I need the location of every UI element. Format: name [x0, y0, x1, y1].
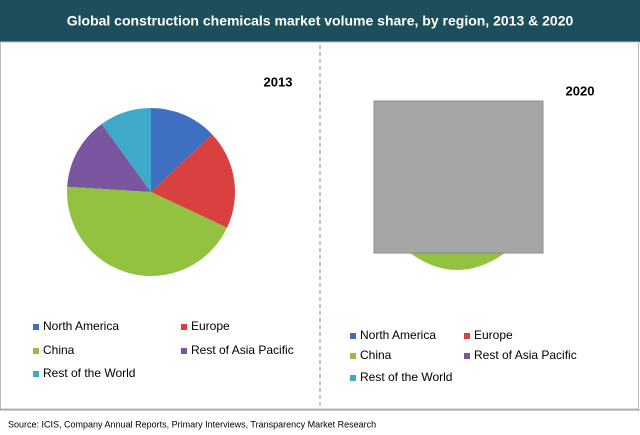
legend-label: Rest of the World — [43, 366, 135, 380]
source-note: Source: ICIS, Company Annual Reports, Pr… — [8, 419, 376, 429]
occluding-box — [373, 100, 544, 254]
legend-swatch — [464, 333, 470, 339]
legend-label: Europe — [191, 319, 230, 333]
pie-slice — [67, 124, 151, 192]
legend-label: Europe — [474, 328, 513, 342]
legend-swatch — [181, 324, 187, 330]
pie-slice — [151, 134, 235, 228]
pie-title: 2020 — [566, 83, 595, 98]
pie-slice — [151, 108, 213, 192]
legend-label: Rest of the World — [360, 370, 452, 384]
pie-slice — [67, 186, 228, 276]
chart-title: Global construction chemicals market vol… — [67, 13, 574, 29]
legend-swatch — [33, 324, 39, 330]
legend-label: China — [43, 343, 75, 357]
legend-label: North America — [43, 319, 119, 333]
legend-swatch — [33, 348, 39, 354]
legend-label: Rest of Asia Pacific — [474, 348, 577, 362]
legend-swatch — [350, 333, 356, 339]
legend-swatch — [181, 348, 187, 354]
pie-slice — [101, 108, 151, 192]
legend-label: Rest of Asia Pacific — [191, 343, 294, 357]
pie-sliver — [410, 253, 505, 270]
legend-label: North America — [360, 328, 436, 342]
legend-swatch — [33, 371, 39, 377]
legend-swatch — [350, 375, 356, 381]
legend-swatch — [350, 353, 356, 359]
legend-swatch — [464, 353, 470, 359]
legend-label: China — [360, 348, 392, 362]
panel-frame — [0, 41, 639, 410]
pie-title: 2013 — [264, 74, 293, 89]
header-band — [0, 0, 640, 42]
